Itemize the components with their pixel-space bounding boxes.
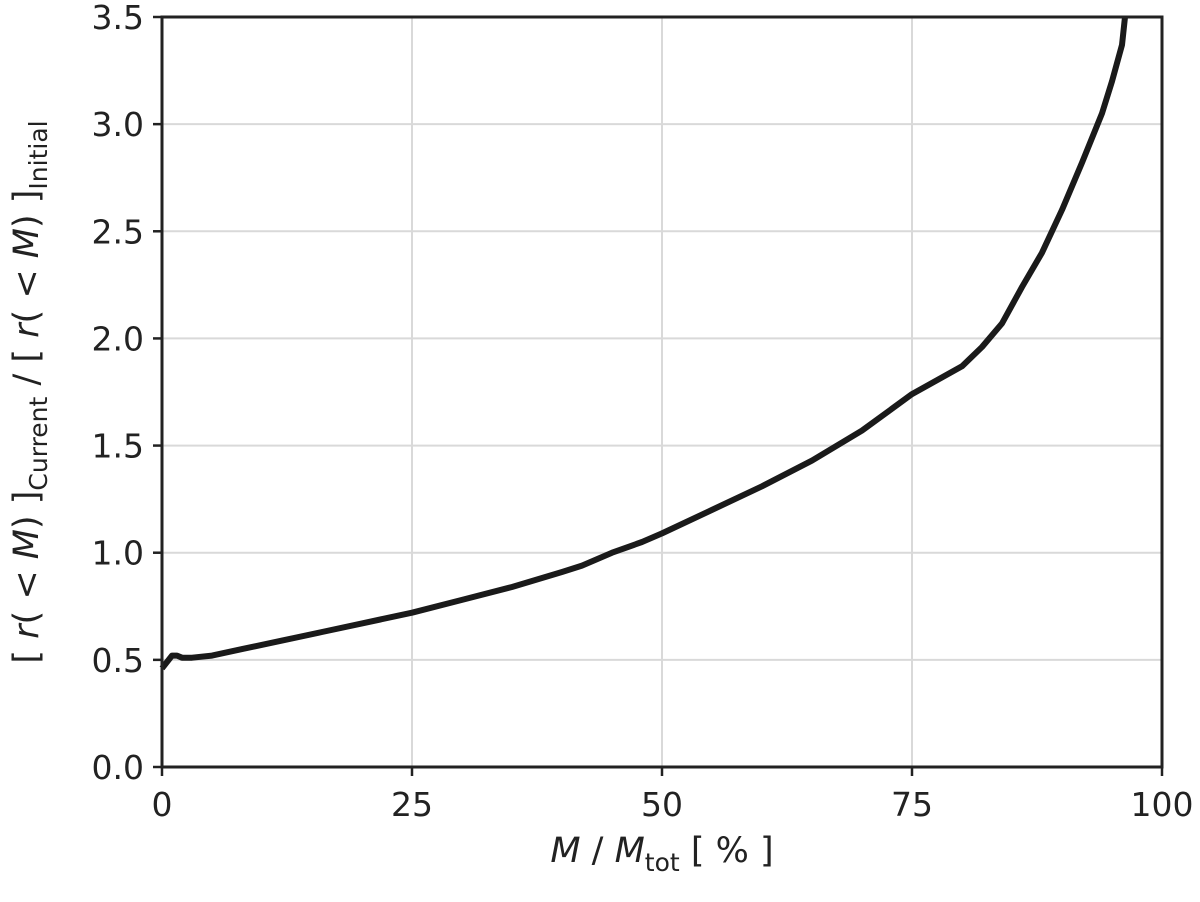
axis-labels: M / Mtot [ % ] [ r( < M) ]Current / [ r( …	[7, 120, 774, 877]
y-tick-label: 1.0	[92, 534, 144, 573]
x-axis-label: M / Mtot [ % ]	[550, 831, 773, 877]
x-tick-label: 75	[891, 785, 933, 824]
y-tick-label: 0.5	[92, 641, 144, 680]
series-line-0	[159, 16, 1128, 671]
y-tick-label: 0.0	[92, 748, 144, 787]
x-tick-label: 100	[1131, 785, 1194, 824]
ticks: 0 25 50 75 100 0.0 0.5 1.0 1.5 2.0 2.5 3.0 3.5	[92, 0, 1194, 824]
series-layer	[159, 16, 1128, 671]
y-tick-label: 1.5	[92, 427, 144, 466]
y-tick-label: 2.5	[92, 212, 144, 251]
x-tick-label: 50	[641, 785, 683, 824]
y-tick-label: 3.0	[92, 105, 144, 144]
x-tick-label: 0	[152, 785, 173, 824]
x-tick-label: 25	[391, 785, 433, 824]
y-axis-label: [ r( < M) ]Current / [ r( < M) ]Initial	[7, 120, 53, 663]
y-tick-label: 3.5	[92, 0, 144, 37]
y-tick-label: 2.0	[92, 319, 144, 358]
grid	[161, 16, 1163, 768]
